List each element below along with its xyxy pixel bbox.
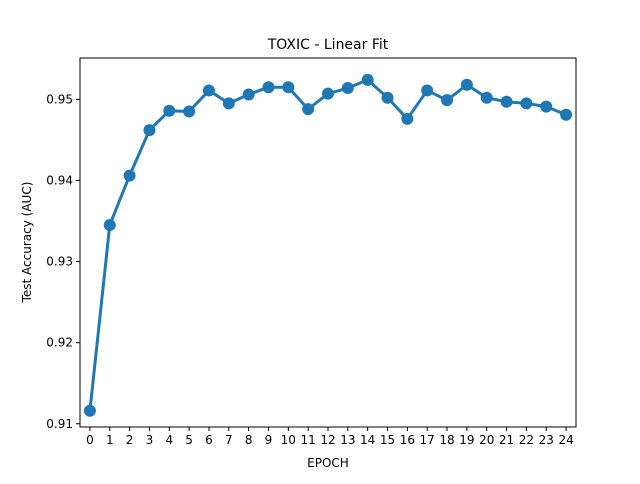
x-tick-label: 21 [499,433,514,447]
x-tick-label: 24 [558,433,573,447]
data-point [341,82,354,95]
data-point [381,91,394,104]
data-point [500,95,513,108]
x-tick-label: 23 [539,433,554,447]
data-point [222,97,235,110]
x-tick-label: 0 [86,433,94,447]
chart-title: TOXIC - Linear Fit [267,37,389,53]
data-point [262,81,275,94]
data-point [143,124,156,137]
data-point [302,103,315,116]
x-tick-label: 19 [459,433,474,447]
x-axis-label: EPOCH [307,456,349,470]
data-point [242,88,255,101]
data-point [163,104,176,117]
x-tick-label: 7 [225,433,233,447]
data-point [361,73,374,86]
data-point [183,105,196,118]
x-tick-label: 18 [439,433,454,447]
x-tick-label: 16 [400,433,415,447]
data-point [83,404,96,417]
data-point [202,84,215,97]
x-tick-label: 6 [205,433,213,447]
data-point [540,100,553,113]
y-tick-label: 0.92 [46,336,73,350]
data-point [441,94,454,107]
x-tick-label: 13 [340,433,355,447]
data-point [480,91,493,104]
y-tick-label: 0.91 [46,417,73,431]
plot-area: 0 1 2 3 4 5 6 7 8 9 10 11 12 13 14 15 16 17 18 19 20 21 22 23 24… [46,57,577,447]
y-tick-label: 0.93 [46,255,73,269]
y-tick-label: 0.95 [46,92,73,106]
data-point [421,84,434,97]
data-point [282,81,295,94]
x-tick-label: 10 [281,433,296,447]
x-tick-label: 11 [301,433,316,447]
x-tick-label: 17 [420,433,435,447]
y-axis-label: Test Accuracy (AUC) [20,182,34,304]
data-point [103,219,116,232]
x-tick-label: 1 [106,433,114,447]
x-tick-label: 20 [479,433,494,447]
x-tick-label: 4 [165,433,173,447]
x-tick-label: 8 [245,433,253,447]
x-tick-label: 3 [146,433,154,447]
data-point [460,78,473,91]
x-tick-label: 2 [126,433,134,447]
data-point [401,112,414,125]
x-tick-label: 15 [380,433,395,447]
x-tick-label: 12 [320,433,335,447]
x-tick-label: 14 [360,433,375,447]
y-tick-label: 0.94 [46,173,73,187]
x-tick-label: 22 [519,433,534,447]
data-point [560,108,573,121]
data-point [520,97,533,110]
x-tick-label: 5 [185,433,193,447]
data-point [322,87,334,100]
x-tick-label: 9 [265,433,273,447]
data-point [123,169,136,182]
